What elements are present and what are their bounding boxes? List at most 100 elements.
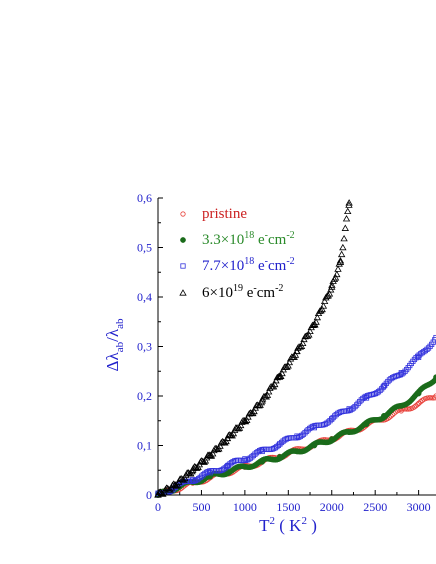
data-point-fill bbox=[229, 429, 238, 437]
legend: pristine 3.3×1018 e-cm-2 7.7×1018 e-cm-2 6×… bbox=[179, 206, 295, 301]
y-axis-title: Δλab/λab bbox=[103, 318, 126, 371]
data-point-fill bbox=[413, 355, 419, 361]
data-point-fill bbox=[344, 207, 352, 215]
data-point-fill bbox=[341, 224, 349, 231]
data-point-fill bbox=[400, 370, 407, 376]
data-point-fill bbox=[277, 441, 283, 447]
data-point-fill bbox=[292, 347, 301, 355]
data-point-fill bbox=[291, 351, 300, 358]
data-point-fill bbox=[350, 405, 357, 411]
data-point-fill bbox=[399, 371, 405, 377]
y-axis-title-slash: /λ bbox=[103, 328, 122, 342]
data-point-fill bbox=[328, 416, 335, 422]
x-tick-label: 2000 bbox=[320, 500, 344, 514]
legend-item: 6×1019 e-cm-2 bbox=[179, 283, 283, 301]
data-point-fill bbox=[172, 482, 180, 489]
data-point-fill bbox=[309, 321, 318, 328]
data-point-fill bbox=[355, 400, 361, 406]
data-point-fill bbox=[250, 407, 258, 415]
x-tick-label: 1500 bbox=[276, 500, 300, 514]
data-point-fill bbox=[264, 387, 273, 395]
legend-mantissa: 3.3×10 bbox=[202, 232, 244, 248]
data-point-fill bbox=[424, 346, 430, 352]
data-point-fill bbox=[199, 473, 205, 479]
legend-unit-cm-exp: -2 bbox=[286, 230, 294, 241]
data-point-fill bbox=[249, 454, 255, 460]
data-point-fill bbox=[336, 257, 345, 264]
y-tick-label: 0,6 bbox=[137, 191, 152, 205]
legend-label: 7.7×1018 e-cm-2 bbox=[202, 256, 295, 274]
data-point-fill bbox=[213, 445, 222, 453]
legend-unit-cm-exp: -2 bbox=[275, 283, 283, 294]
y-axis-title-delta: Δλ bbox=[103, 352, 122, 372]
y-tick-label: 0,2 bbox=[137, 389, 152, 403]
series-layer bbox=[154, 199, 436, 498]
data-point-fill bbox=[432, 337, 436, 343]
data-point-fill bbox=[216, 442, 224, 449]
data-point-fill bbox=[411, 404, 418, 410]
data-point-fill bbox=[413, 403, 419, 409]
data-point-fill bbox=[278, 369, 286, 377]
legend-unit: e bbox=[254, 232, 265, 248]
data-point-fill bbox=[416, 400, 422, 406]
data-point-fill bbox=[320, 297, 329, 305]
data-point-fill bbox=[306, 327, 314, 335]
data-point-fill bbox=[285, 358, 294, 366]
data-point-fill bbox=[321, 422, 327, 428]
data-point-fill bbox=[402, 368, 408, 374]
data-point-fill bbox=[340, 234, 348, 242]
data-point-fill bbox=[430, 395, 436, 401]
x-tick-label: 2500 bbox=[363, 500, 387, 514]
data-point-fill bbox=[170, 480, 178, 487]
legend-unit-minus: - bbox=[253, 283, 256, 294]
legend-unit: e bbox=[254, 258, 265, 274]
y-tick-label: 0,3 bbox=[137, 340, 152, 354]
data-point-fill bbox=[332, 413, 338, 419]
data-point-fill bbox=[181, 474, 189, 481]
legend-unit-cm-exp: -2 bbox=[286, 256, 294, 267]
x-axis-title-var: T bbox=[259, 516, 270, 535]
legend-unit-minus: - bbox=[265, 230, 268, 241]
data-point-fill bbox=[296, 434, 302, 440]
x-axis-title-sup: 2 bbox=[270, 515, 276, 527]
data-point-fill bbox=[327, 418, 333, 424]
data-point-fill bbox=[325, 419, 332, 425]
data-point-fill bbox=[222, 437, 230, 445]
data-point-fill bbox=[264, 446, 271, 453]
data-point-fill bbox=[313, 313, 322, 321]
x-axis-title-unit-open: ( K bbox=[275, 516, 302, 535]
legend-label: 3.3×1018 e-cm-2 bbox=[202, 230, 295, 248]
data-point-fill bbox=[234, 424, 242, 432]
data-point-fill bbox=[255, 402, 263, 409]
data-point-fill bbox=[327, 286, 335, 293]
data-point-fill bbox=[317, 306, 325, 314]
x-axis-title: T2 ( K2 ) bbox=[259, 515, 317, 535]
data-point-fill bbox=[319, 302, 328, 309]
data-point-fill bbox=[316, 307, 324, 314]
data-point-fill bbox=[300, 431, 307, 437]
y-tick-label: 0,1 bbox=[137, 439, 152, 453]
legend-unit-minus: - bbox=[265, 256, 268, 267]
data-point-fill bbox=[385, 378, 391, 385]
data-point-fill bbox=[197, 474, 203, 481]
legend-mantissa: 7.7×10 bbox=[202, 258, 244, 274]
x-tick-label: 1000 bbox=[233, 500, 257, 514]
data-point-fill bbox=[318, 305, 326, 313]
legend-exponent: 18 bbox=[244, 256, 254, 267]
data-point-fill bbox=[237, 421, 245, 429]
data-point-fill bbox=[162, 484, 171, 491]
data-point-fill bbox=[377, 387, 383, 394]
data-point-fill bbox=[335, 260, 343, 267]
legend-item: pristine bbox=[180, 206, 247, 222]
legend-marker bbox=[180, 211, 186, 217]
x-axis-title-close: ) bbox=[307, 516, 317, 535]
data-point-fill bbox=[275, 442, 282, 448]
legend-item: 7.7×1018 e-cm-2 bbox=[180, 256, 295, 274]
legend-item: 3.3×1018 e-cm-2 bbox=[180, 230, 295, 248]
data-point-fill bbox=[217, 467, 224, 474]
x-axis-title-unit-sup: 2 bbox=[301, 515, 307, 527]
x-tick-label: 0 bbox=[155, 500, 161, 514]
y-axis-title-sub2: ab bbox=[114, 318, 126, 329]
data-point-fill bbox=[157, 489, 166, 497]
data-point-fill bbox=[244, 413, 252, 420]
